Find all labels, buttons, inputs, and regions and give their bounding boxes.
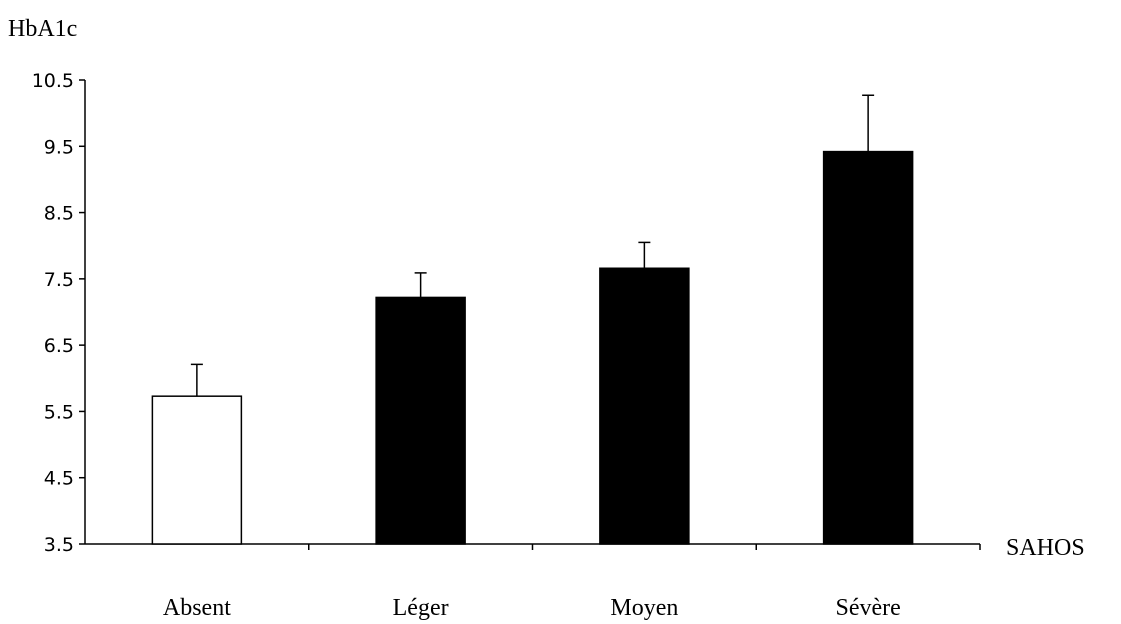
bar (375, 296, 466, 545)
x-ticks (308, 544, 981, 550)
bar (599, 267, 690, 545)
category-label: Absent (163, 595, 231, 621)
category-labels: Absent Léger Moyen Sévère (163, 595, 901, 621)
bar (151, 395, 243, 545)
y-tick-label: 4.5 (44, 468, 74, 490)
bars (151, 150, 914, 545)
y-tick-label: 8.5 (44, 203, 74, 225)
category-label: Léger (393, 595, 449, 621)
y-ticks: 3.5 4.5 5.5 6.5 7.5 8.5 9.5 10.5 (32, 70, 85, 556)
y-axis-title: HbA1c (8, 16, 77, 42)
y-tick-label: 3.5 (44, 534, 74, 556)
category-label: Moyen (610, 595, 678, 621)
bar (822, 150, 914, 545)
y-tick-label: 7.5 (44, 269, 74, 291)
y-tick-label: 9.5 (44, 136, 74, 158)
y-tick-label: 6.5 (44, 335, 74, 357)
x-axis-title: SAHOS (1006, 535, 1085, 561)
category-label: Sévère (835, 595, 900, 621)
y-tick-label: 5.5 (44, 401, 74, 423)
y-tick-label: 10.5 (32, 70, 74, 92)
error-bars (190, 94, 875, 397)
